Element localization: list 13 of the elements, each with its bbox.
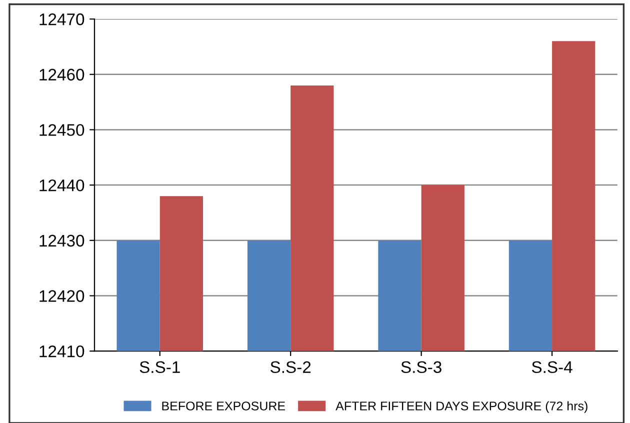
y-tick-label: 12440	[40, 179, 84, 192]
y-tick-label: 12430	[40, 234, 84, 247]
x-tick-label: S.S-2	[270, 361, 311, 374]
legend-label: AFTER FIFTEEN DAYS EXPOSURE (72 hrs)	[336, 401, 588, 413]
legend-label: BEFORE EXPOSURE	[162, 402, 286, 410]
y-tick-label: 12460	[40, 68, 84, 81]
y-tick-label: 12450	[40, 124, 84, 136]
x-tick-label: S.S-1	[140, 361, 180, 374]
x-tick-label: S.S-3	[401, 361, 442, 374]
x-tick-label: S.S-4	[532, 361, 572, 374]
y-tick-label: 12470	[40, 13, 84, 26]
y-tick-label: 12410	[40, 345, 84, 358]
y-tick-label: 12420	[40, 290, 84, 302]
